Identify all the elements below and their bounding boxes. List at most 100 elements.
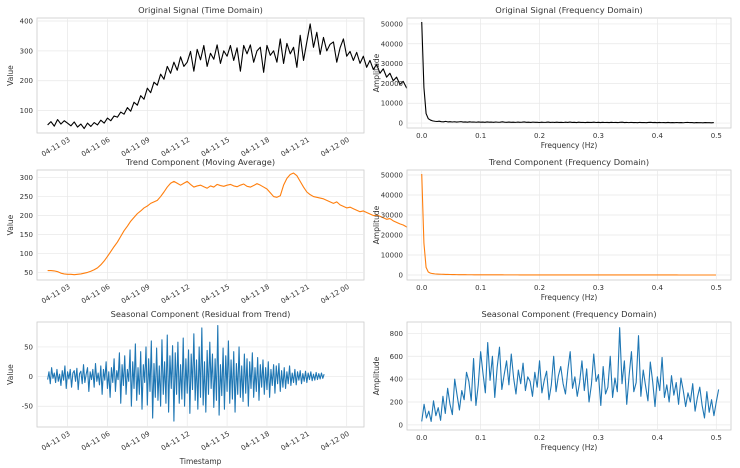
- x-tick-label: 0.0: [416, 132, 427, 140]
- y-axis-label: Value: [6, 65, 15, 86]
- x-tick-label: 0.5: [711, 284, 722, 292]
- chart-title: Seasonal Component (Frequency Domain): [481, 309, 656, 319]
- y-tick-label: 50000: [381, 20, 403, 28]
- y-tick-label: 400: [20, 17, 33, 25]
- x-tick-label: 04-11 15: [200, 283, 231, 306]
- y-tick-label: 200: [390, 399, 403, 407]
- x-tick-label: 04-11 15: [200, 136, 231, 159]
- y-axis-label: Value: [6, 214, 15, 235]
- series-line: [47, 325, 325, 422]
- plot-area: [36, 169, 365, 281]
- plot-area: [406, 17, 732, 129]
- y-tick-label: 600: [390, 353, 403, 361]
- y-axis-label: Amplitude: [372, 205, 381, 244]
- x-tick-label: 04-11 06: [80, 283, 112, 306]
- y-axis-label: Amplitude: [372, 356, 381, 395]
- x-tick-label: 04-11 06: [80, 430, 112, 453]
- x-tick-label: 0.4: [652, 132, 664, 140]
- x-tick-label: 04-11 03: [40, 283, 71, 306]
- series-line: [421, 21, 714, 124]
- x-tick-label: 04-11 09: [120, 430, 151, 453]
- chart-title: Original Signal (Time Domain): [138, 5, 263, 15]
- x-tick-label: 0.1: [475, 284, 486, 292]
- subplot-p1: 0.0 0.1 0.2 0.3 0.4 0.5 0 10000 20000 30000 40000 5…: [372, 5, 732, 150]
- y-tick-label: 50: [24, 269, 33, 277]
- x-axis-label: Frequency (Hz): [541, 293, 598, 302]
- subplot-p5: 0.0 0.1 0.2 0.3 0.4 0.5 0 200 400 600 800 Seasonal …: [372, 309, 732, 452]
- x-tick-label: 04-11 21: [280, 430, 311, 453]
- x-tick-label: 0.4: [652, 434, 664, 442]
- y-tick-label: 50000: [381, 172, 403, 180]
- x-tick-label: 0.3: [593, 434, 604, 442]
- x-tick-label: 04-11 12: [160, 283, 191, 306]
- y-tick-label: 0: [399, 120, 403, 128]
- y-tick-label: 800: [390, 330, 403, 338]
- x-tick-label: 04-12 00: [319, 430, 350, 453]
- y-tick-label: 40000: [381, 192, 403, 200]
- x-tick-label: 0.2: [534, 434, 545, 442]
- y-tick-label: 200: [20, 212, 33, 220]
- y-tick-label: 0: [29, 373, 33, 381]
- x-tick-label: 04-11 09: [120, 136, 151, 159]
- x-tick-label: 04-11 12: [160, 430, 191, 453]
- x-axis-label: Frequency (Hz): [541, 443, 598, 452]
- y-tick-label: 0: [399, 421, 403, 429]
- x-tick-label: 0.3: [593, 132, 604, 140]
- x-tick-label: 04-11 18: [240, 283, 271, 306]
- x-tick-label: 0.0: [416, 434, 427, 442]
- y-tick-label: 250: [20, 193, 33, 201]
- y-axis-label: Value: [6, 364, 15, 385]
- x-axis-label: Timestamp: [179, 457, 222, 466]
- y-tick-label: 30000: [381, 212, 403, 220]
- y-tick-label: 300: [20, 174, 33, 182]
- subplot-p4: 04-11 03 04-11 06 04-11 09 04-11 12 04-11 15…: [6, 309, 365, 466]
- x-tick-label: 04-11 21: [280, 283, 311, 306]
- y-axis-label: Amplitude: [372, 53, 381, 92]
- chart-title: Original Signal (Frequency Domain): [495, 5, 642, 15]
- x-tick-label: 04-11 03: [40, 136, 71, 159]
- y-tick-label: 300: [20, 47, 33, 55]
- x-tick-label: 04-11 18: [240, 136, 271, 159]
- x-tick-label: 0.3: [593, 284, 604, 292]
- y-tick-label: 30000: [381, 60, 403, 68]
- series-line: [421, 173, 716, 276]
- x-tick-label: 04-11 03: [40, 430, 71, 453]
- subplot-p2: 04-11 03 04-11 06 04-11 09 04-11 12 04-11 15…: [6, 157, 494, 306]
- x-tick-label: 0.1: [475, 434, 486, 442]
- x-tick-label: 0.2: [534, 284, 545, 292]
- x-tick-label: 0.2: [534, 132, 545, 140]
- x-tick-label: 0.5: [711, 132, 722, 140]
- x-tick-label: 0.0: [416, 284, 427, 292]
- y-tick-label: 200: [20, 77, 33, 85]
- subplot-p3: 0.0 0.1 0.2 0.3 0.4 0.5 0 10000 20000 30000 40000 5…: [372, 157, 732, 302]
- y-tick-label: 0: [399, 272, 403, 280]
- chart-title: Seasonal Component (Residual from Trend): [111, 309, 291, 319]
- y-tick-label: -50: [22, 403, 33, 411]
- plot-area: [406, 321, 732, 431]
- y-tick-label: 400: [390, 376, 403, 384]
- x-tick-label: 0.5: [711, 434, 722, 442]
- y-tick-label: 150: [20, 231, 33, 239]
- chart-title: Trend Component (Moving Average): [125, 157, 275, 167]
- y-tick-label: 10000: [381, 100, 403, 108]
- x-tick-label: 04-11 06: [80, 136, 112, 159]
- y-tick-label: 40000: [381, 40, 403, 48]
- y-tick-label: 20000: [381, 80, 403, 88]
- x-tick-label: 04-11 15: [200, 430, 231, 453]
- y-tick-label: 100: [20, 250, 33, 258]
- x-tick-label: 0.4: [652, 284, 664, 292]
- y-tick-label: 100: [20, 107, 33, 115]
- y-tick-label: 20000: [381, 232, 403, 240]
- y-tick-label: 10000: [381, 252, 403, 260]
- x-tick-label: 04-12 00: [319, 283, 350, 306]
- x-axis-label: Frequency (Hz): [541, 141, 598, 150]
- series-line: [421, 327, 720, 422]
- x-tick-label: 04-11 18: [240, 430, 271, 453]
- plot-area: [406, 169, 732, 281]
- x-tick-label: 0.1: [475, 132, 486, 140]
- chart-title: Trend Component (Frequency Domain): [488, 157, 649, 167]
- x-tick-label: 04-12 00: [319, 136, 350, 159]
- x-tick-label: 04-11 21: [280, 136, 311, 159]
- plot-area: [36, 17, 365, 134]
